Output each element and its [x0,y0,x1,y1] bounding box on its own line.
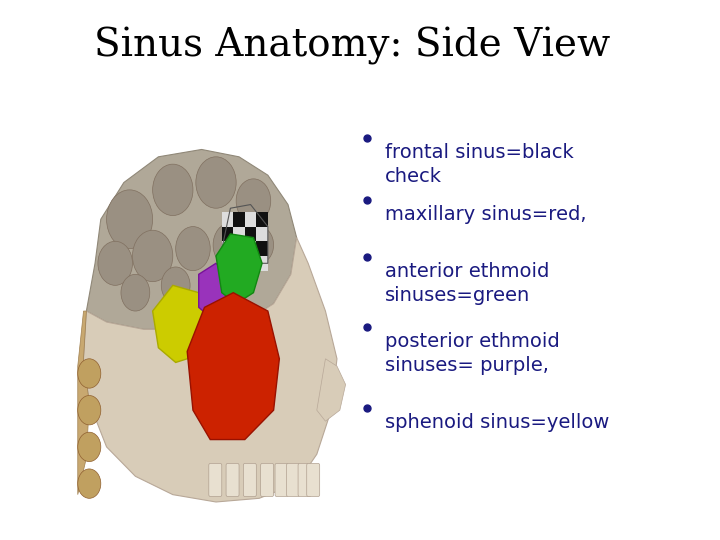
FancyBboxPatch shape [261,463,274,496]
Circle shape [196,157,236,208]
Circle shape [202,267,230,303]
Text: maxillary sinus=red,: maxillary sinus=red, [385,205,587,224]
Circle shape [107,190,153,248]
Bar [256,256,268,271]
Bar [245,241,256,256]
Bar [256,241,268,256]
Circle shape [78,359,101,388]
Text: Sinus Anatomy: Side View: Sinus Anatomy: Side View [94,27,610,65]
Polygon shape [317,359,346,421]
Polygon shape [216,234,262,303]
Bar [233,256,245,271]
FancyBboxPatch shape [226,463,239,496]
FancyBboxPatch shape [298,463,311,496]
Text: posterior ethmoid
sinuses= purple,: posterior ethmoid sinuses= purple, [385,332,560,375]
Circle shape [121,274,150,311]
Polygon shape [84,238,337,502]
Bar [222,212,233,227]
Polygon shape [78,311,89,495]
Text: anterior ethmoid
sinuses=green: anterior ethmoid sinuses=green [385,262,549,305]
Bar [233,227,245,241]
Circle shape [245,227,274,264]
Circle shape [236,179,271,223]
Bar [256,212,268,227]
Bar [245,256,256,271]
Bar [245,212,256,227]
Bar [233,212,245,227]
Bar [222,256,233,271]
Polygon shape [199,264,233,322]
Circle shape [132,230,173,282]
Bar [222,241,233,256]
FancyBboxPatch shape [209,463,222,496]
Circle shape [78,469,101,498]
Polygon shape [86,150,297,329]
Bar [256,227,268,241]
FancyBboxPatch shape [287,463,300,496]
FancyBboxPatch shape [307,463,320,496]
Bar [222,227,233,241]
Circle shape [161,267,190,303]
Circle shape [213,223,248,267]
Polygon shape [153,285,207,362]
Bar [233,241,245,256]
Text: sphenoid sinus=yellow: sphenoid sinus=yellow [385,413,610,432]
Circle shape [176,227,210,271]
Circle shape [78,395,101,425]
Text: frontal sinus=black
check: frontal sinus=black check [385,143,574,186]
FancyBboxPatch shape [275,463,288,496]
Circle shape [78,432,101,462]
Bar [245,227,256,241]
Circle shape [98,241,132,285]
Polygon shape [187,293,279,440]
Circle shape [153,164,193,215]
FancyBboxPatch shape [243,463,256,496]
